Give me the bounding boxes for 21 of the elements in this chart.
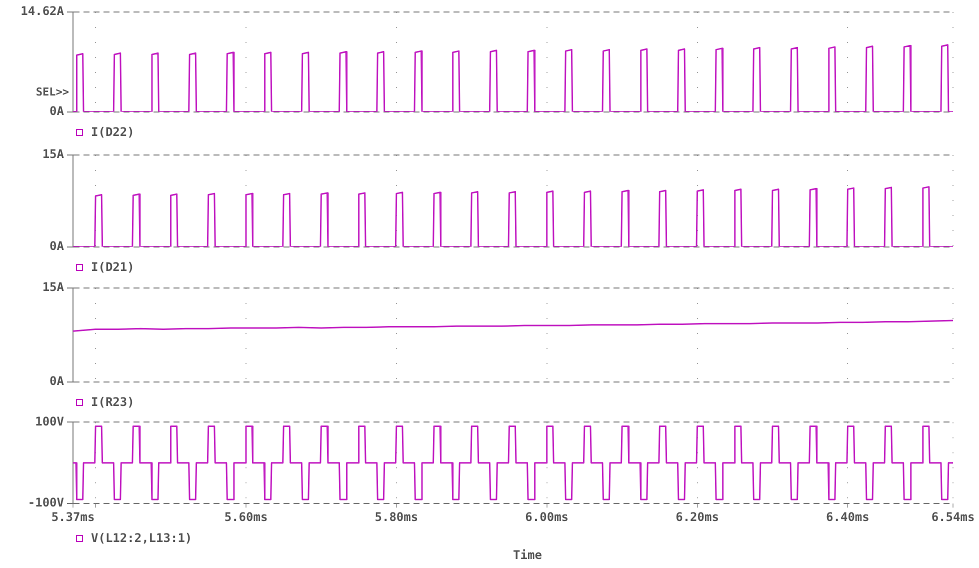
x-tick-label: 6.20ms <box>676 510 719 524</box>
y-tick-label: 0A <box>50 374 65 388</box>
legend-label: I(D21) <box>91 260 134 274</box>
x-tick-label: 5.60ms <box>224 510 268 524</box>
x-tick-label: 5.80ms <box>374 510 418 524</box>
x-tick-label: 6.00ms <box>525 510 569 524</box>
legend-label: I(R23) <box>91 395 134 409</box>
legend-label: V(L12:2,L13:1) <box>91 531 192 545</box>
x-tick-label: 6.54ms <box>931 510 975 524</box>
y-tick-label: 14.62A <box>20 4 65 18</box>
y-tick-label: -100V <box>28 496 64 510</box>
y-tick-label: 0A <box>50 104 65 118</box>
x-axis-title: Time <box>512 548 543 562</box>
x-tick-label: 5.37ms <box>51 510 95 524</box>
y-tick-label: 0A <box>50 238 65 253</box>
y-tick-label: 15A <box>42 280 65 294</box>
y-tick-label: 15A <box>42 147 65 162</box>
y-tick-label: 100V <box>35 414 64 428</box>
text: SEL>> <box>36 86 70 99</box>
x-tick-label: 6.40ms <box>826 510 870 524</box>
legend-label: I(D22) <box>91 125 134 139</box>
